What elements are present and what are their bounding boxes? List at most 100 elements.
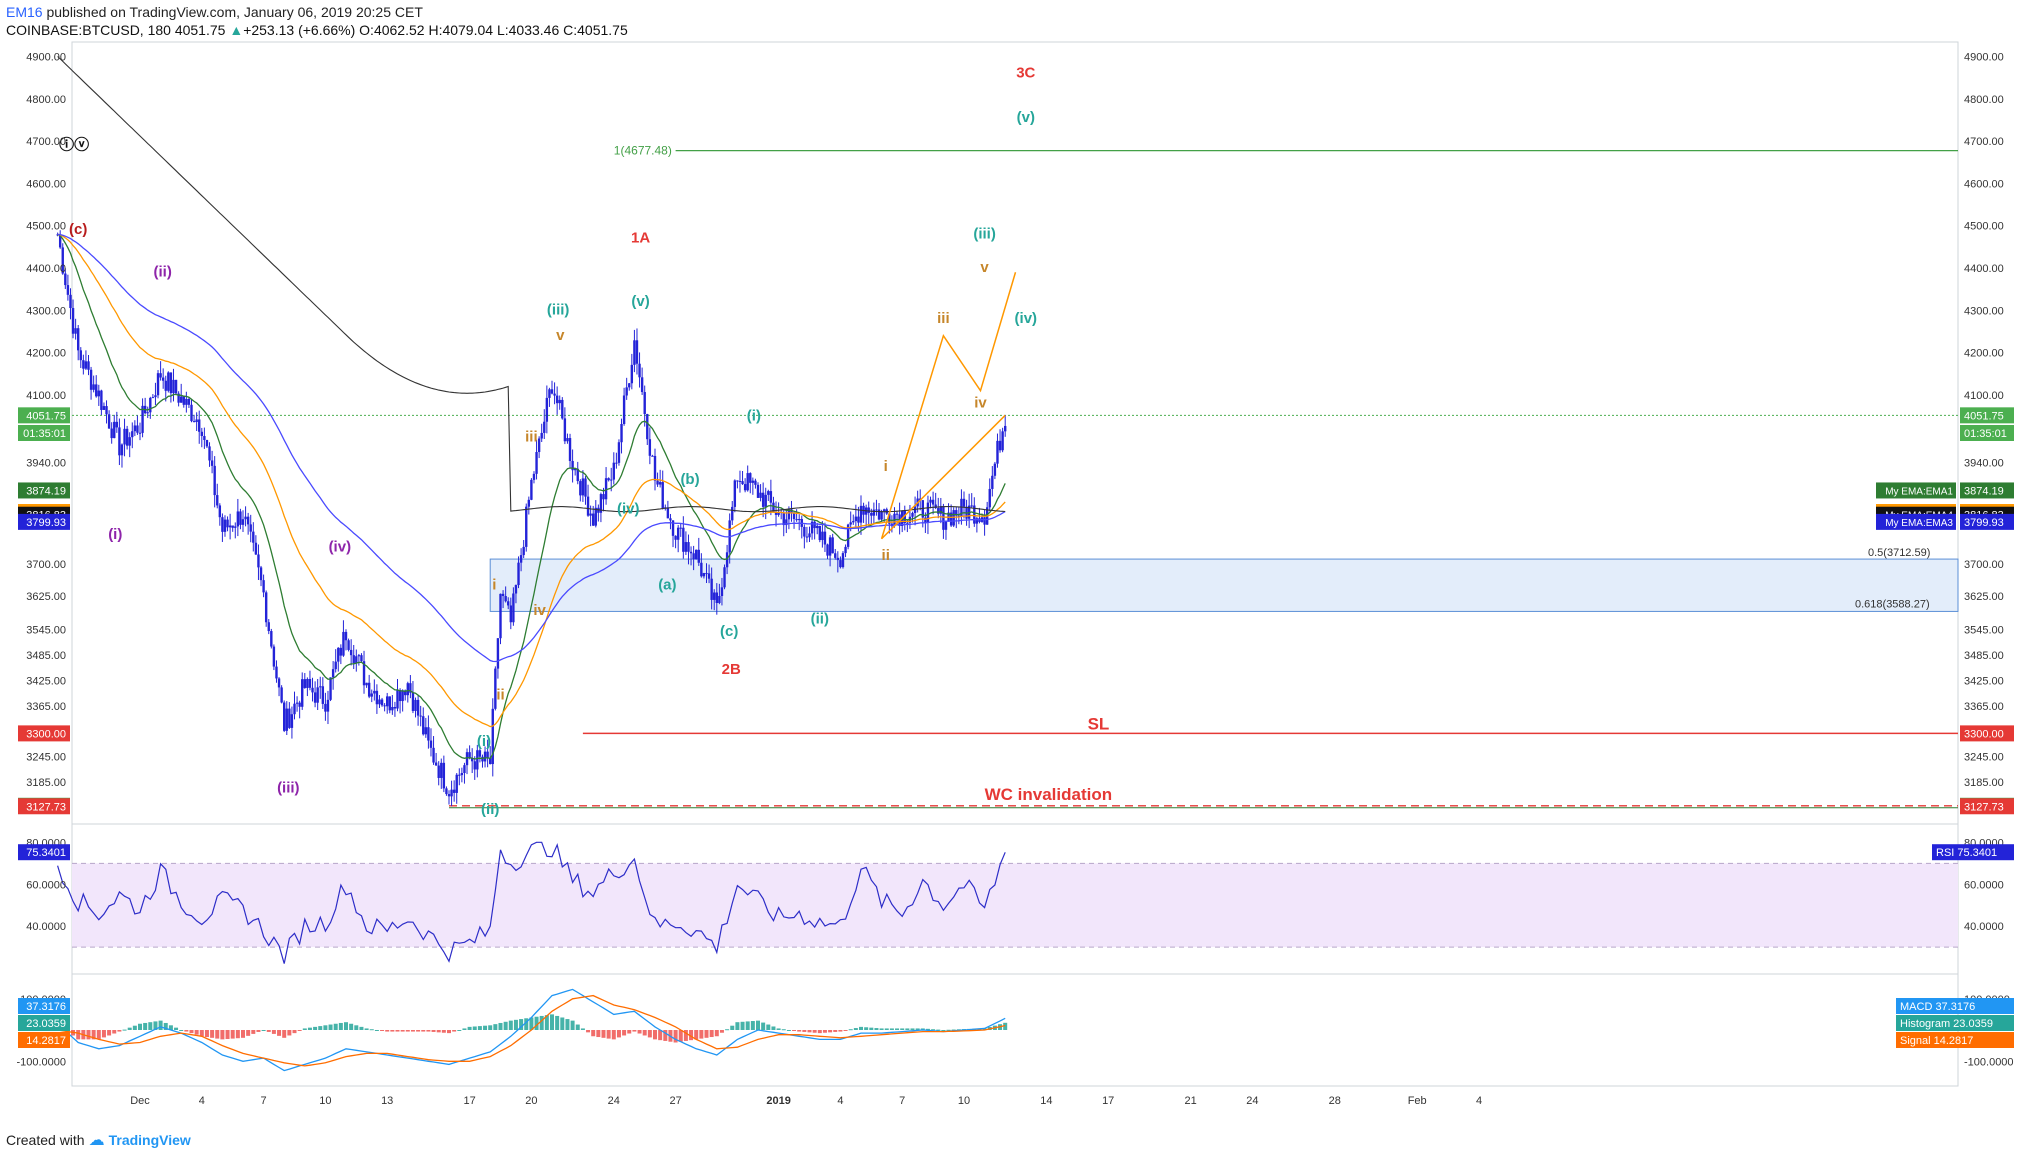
candle-body — [337, 647, 340, 662]
candle-body — [687, 542, 690, 552]
candle-body — [576, 468, 579, 482]
candle-body — [573, 468, 577, 471]
macd-hist-bar — [591, 1030, 596, 1037]
macd-hist-bar — [951, 1029, 956, 1031]
main-pane-frame — [71, 41, 1959, 825]
wave-label: (iv) — [329, 538, 352, 555]
macd-hist-bar — [833, 1030, 838, 1032]
created-with-label: Created with — [6, 1132, 85, 1148]
candle-body — [630, 364, 634, 384]
candle-body — [61, 247, 64, 274]
macd-hist-bar — [158, 1020, 163, 1030]
y-tick-left: 3700.00 — [26, 559, 66, 571]
x-tick: 4 — [199, 1095, 205, 1107]
wave-label: i — [884, 458, 888, 475]
candle-body — [507, 601, 510, 606]
candle-body — [216, 495, 219, 506]
fib-zone — [489, 558, 1959, 612]
macd-hist-bar — [534, 1016, 539, 1030]
macd-hist-bar — [719, 1030, 724, 1033]
target-label: 1(4677.48) — [614, 144, 672, 158]
macd-hist-bar — [220, 1030, 225, 1040]
candle-body — [823, 531, 827, 545]
macd-hist-bar — [647, 1030, 652, 1038]
macd-hist-bar — [596, 1030, 601, 1038]
candle-body — [581, 478, 585, 496]
candle-body — [180, 396, 183, 403]
candle-body — [934, 504, 937, 509]
y-tick-right: 3245.00 — [1964, 752, 2004, 764]
macd-hist-bar — [756, 1020, 760, 1030]
macd-hist-bar — [658, 1030, 663, 1041]
candle-body — [738, 480, 742, 482]
candle-body — [937, 508, 940, 514]
tradingview-logo-icon[interactable]: ☁ — [88, 1132, 105, 1149]
macd-hist-bar — [807, 1030, 812, 1033]
candle-body — [123, 428, 126, 445]
price-tag-right: 3799.93 — [1964, 517, 2004, 529]
macd-hist-bar — [189, 1030, 194, 1034]
candle-body — [357, 655, 361, 657]
candle-body — [826, 544, 829, 556]
wave-label: ⓘⓥ — [59, 136, 89, 154]
candle-body — [424, 727, 428, 735]
macd-hist-bar — [503, 1021, 508, 1030]
candle-body — [998, 440, 1002, 451]
candle-body — [319, 686, 322, 688]
price-tag-left: 3874.19 — [26, 485, 66, 497]
candle-body — [517, 562, 520, 586]
macd-hist-bar — [797, 1030, 802, 1032]
candle-body — [236, 511, 240, 527]
candle-body — [375, 690, 379, 705]
wave-label: (iv) — [617, 500, 640, 517]
candle-body — [942, 506, 945, 530]
wave-label: i — [492, 577, 496, 594]
wave-label: (v) — [1017, 109, 1035, 126]
macd-hist-bar — [786, 1030, 791, 1031]
candle-body — [857, 516, 860, 523]
candle-body — [617, 442, 621, 463]
candle-body — [365, 682, 368, 686]
candle-body — [221, 517, 224, 532]
macd-hist-bar — [369, 1029, 374, 1031]
macd-hist-bar — [230, 1030, 235, 1039]
macd-hist-bar — [421, 1030, 426, 1032]
macd-hist-bar — [349, 1023, 354, 1030]
macd-hist-bar — [678, 1030, 683, 1042]
candle-body — [658, 482, 662, 485]
candle-body — [756, 484, 760, 498]
candle-body — [391, 706, 394, 711]
macd-hist-bar — [426, 1030, 431, 1032]
candle-body — [58, 234, 62, 248]
price-tag-right: 3300.00 — [1964, 728, 2004, 740]
candle-body — [161, 377, 165, 381]
macd-hist-bar — [771, 1026, 776, 1030]
macd-hist-bar — [184, 1030, 189, 1032]
macd-hist-bar — [601, 1030, 606, 1038]
candle-body — [360, 655, 363, 662]
price-tag-right-bg — [1960, 725, 2014, 742]
macd-legend-bg — [1896, 1015, 2014, 1031]
macd-hist-bar — [859, 1026, 863, 1030]
tradingview-brand[interactable]: TradingView — [108, 1132, 191, 1148]
wave-label: iii — [525, 428, 538, 445]
candle-body — [640, 377, 644, 393]
candle-body — [437, 765, 440, 778]
candle-body — [133, 425, 137, 432]
macd-hist-bar — [941, 1030, 946, 1031]
macd-hist-bar — [467, 1026, 472, 1030]
candle-body — [151, 397, 155, 399]
candle-body — [733, 480, 737, 507]
candle-body — [288, 708, 291, 728]
candle-body — [635, 340, 639, 364]
macd-hist-bar — [869, 1027, 874, 1030]
candle-body — [483, 751, 487, 762]
macd-hist-bar — [822, 1030, 827, 1033]
wave-label: (i) — [108, 526, 122, 543]
author-name[interactable]: EM16 — [6, 4, 43, 20]
candle-body — [558, 399, 561, 404]
rsi-legend-bg — [1932, 844, 2014, 861]
y-tick-left: 4500.00 — [26, 221, 66, 233]
candle-body — [720, 587, 724, 597]
